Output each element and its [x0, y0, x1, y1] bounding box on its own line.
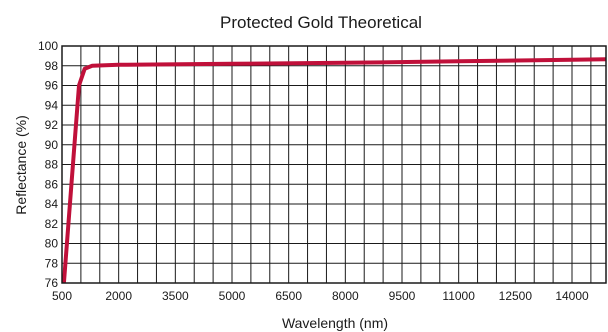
x-tick-label: 14000 [555, 289, 589, 303]
x-tick-label: 5000 [219, 289, 246, 303]
y-tick-label: 80 [45, 237, 59, 251]
x-tick-label: 6500 [275, 289, 302, 303]
x-tick-label: 500 [52, 289, 72, 303]
chart-title: Protected Gold Theoretical [220, 13, 422, 32]
x-axis-label: Wavelength (nm) [282, 315, 388, 331]
y-tick-label: 94 [45, 98, 59, 112]
y-tick-label: 88 [45, 158, 59, 172]
y-tick-label: 76 [45, 276, 59, 290]
x-tick-label: 2000 [105, 289, 132, 303]
x-tick-label: 3500 [162, 289, 189, 303]
reflectance-series-line [61, 57, 607, 284]
y-tick-label: 84 [45, 197, 59, 211]
x-tick-label: 12500 [499, 289, 533, 303]
grid [61, 45, 606, 284]
y-tick-label: 96 [45, 79, 59, 93]
y-tick-label: 86 [45, 177, 59, 191]
x-tick-label: 8000 [332, 289, 359, 303]
y-tick-label: 100 [38, 39, 58, 53]
y-tick-label: 98 [45, 59, 59, 73]
x-tick-label: 9500 [389, 289, 416, 303]
y-tick-label: 78 [45, 256, 59, 270]
tick-labels: 500 2000 3500 5000 6500 8000 9500 11000 12500 140… [38, 39, 589, 303]
plot-frame [61, 45, 607, 284]
x-tick-label: 11000 [442, 289, 475, 303]
y-tick-label: 92 [45, 118, 59, 132]
y-tick-label: 90 [45, 138, 59, 152]
y-axis-label: Reflectance (%) [13, 115, 29, 215]
series-layer [61, 57, 607, 284]
y-tick-label: 82 [45, 217, 59, 231]
